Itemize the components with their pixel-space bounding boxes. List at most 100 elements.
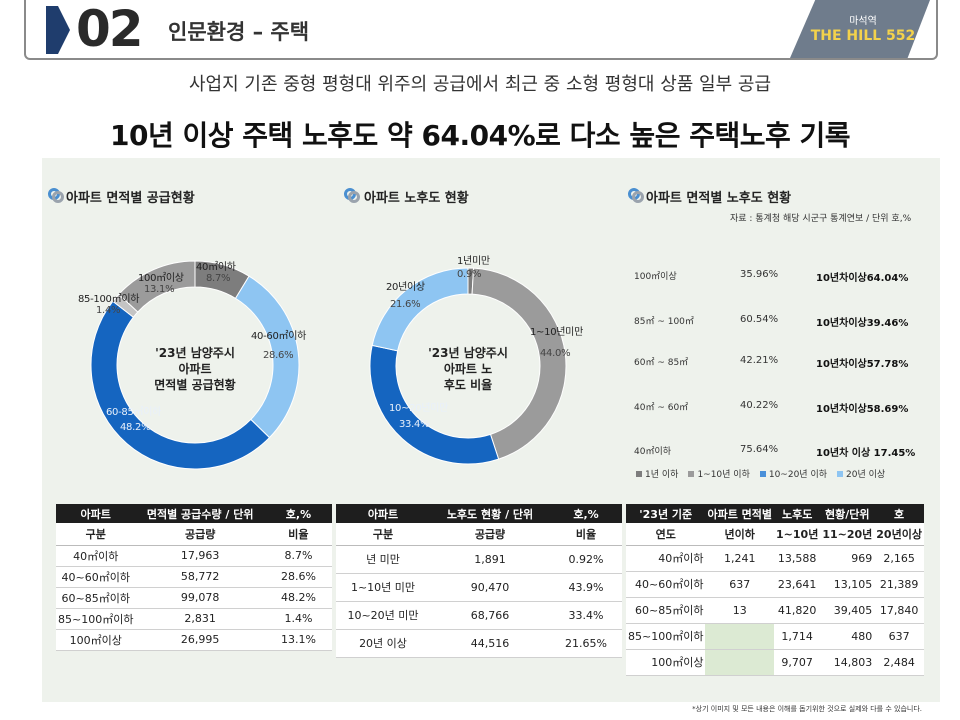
donut2-center-label: '23년 남양주시 아파트 노 후도 비율 <box>413 345 523 393</box>
aging-row-value: 75.64% <box>740 444 779 455</box>
legend-swatch <box>688 470 695 477</box>
table-row: 1~10년 미만 90,470 43.9% <box>336 573 622 602</box>
table-bar-cell: 아파트 <box>336 504 430 523</box>
header-chevron-icon <box>58 6 70 54</box>
legend-swatch <box>636 470 642 477</box>
donut2-label: 1~10년미만 44.0% <box>530 327 583 359</box>
legend-item: 10~20년 이하 <box>759 467 827 480</box>
table-row: 40~60㎡이하 637 23,641 13,105 21,389 <box>626 571 924 598</box>
donut-slice <box>118 260 196 313</box>
donut1-label: 85-100㎡이하 1.4% <box>78 294 140 316</box>
supply-table: 아파트 면적별 공급수량 / 단위 호,% 구분 공급량 비율 40㎡이하 17,… <box>56 504 332 651</box>
card1-title: 아파트 면적별 공급현황 <box>66 191 195 206</box>
footnote: *상기 이미지 및 모든 내용은 이해를 돕기위한 것으로 실제와 다를 수 있… <box>692 705 922 713</box>
card3-title: 아파트 면적별 노후도 현황 <box>646 191 792 206</box>
table-bar-cell: '23년 기준 <box>626 504 706 523</box>
donut2-label: 10~20년미만 33.4% <box>389 403 449 430</box>
table-col-header: 1~10년 <box>774 523 821 546</box>
table-bar-cell: 호,% <box>264 504 332 523</box>
brand-badge <box>790 0 930 58</box>
table-col-header: 11~20년 <box>820 523 875 546</box>
legend-swatch <box>759 470 766 477</box>
table-row: 100㎡이상 9,707 14,803 2,484 <box>626 649 924 676</box>
aging-row-category: 60㎡ ~ 85㎡ <box>634 358 689 368</box>
rings-icon <box>628 186 644 203</box>
aging-row-category: 85㎡ ~ 100㎡ <box>634 317 694 327</box>
aging-donut-chart <box>369 267 567 465</box>
aging-row: 40㎡ ~ 60㎡ 40.22% 10년차이상58.69% <box>634 400 924 420</box>
table-row: 40~60㎡이하 58,772 28.6% <box>56 566 332 588</box>
donut2-center-line: 후도 비율 <box>443 378 493 392</box>
aging-table: 아파트 노후도 현황 / 단위 호,% 구분 공급량 비율 년 미만 1,891 0… <box>336 504 622 658</box>
section-number: 02 <box>76 0 144 58</box>
section-title: 인문환경 – 주택 <box>168 20 310 44</box>
donut-slice <box>371 267 469 352</box>
table-col-header: 연도 <box>626 523 706 546</box>
card2-title: 아파트 노후도 현황 <box>364 191 469 206</box>
donut1-label: 40-60㎡이하 28.6% <box>251 331 307 361</box>
table-row: 40㎡이하 1,241 13,588 969 2,165 <box>626 545 924 572</box>
donut2-center-line: 아파트 노 <box>443 362 493 376</box>
legend-swatch <box>837 470 844 477</box>
legend-item: 1년 이하 <box>636 467 678 480</box>
legend-item: 20년 이상 <box>837 467 885 480</box>
supply-donut-chart <box>90 260 300 470</box>
table-col-header: 구분 <box>56 523 136 546</box>
aging-row-value: 35.96% <box>740 269 779 280</box>
donut2-label: 20년이상 21.6% <box>386 282 425 310</box>
donut1-label: 40㎡이하 8.7% <box>196 262 236 284</box>
table-col-header: 비율 <box>550 523 622 546</box>
donut1-center-line: 아파트 <box>178 362 212 376</box>
table-row: 10~20년 미만 68,766 33.4% <box>336 601 622 630</box>
table-bar-cell: 호 <box>874 504 924 523</box>
table-row: 60~85㎡이하 99,078 48.2% <box>56 587 332 609</box>
table-row: 40㎡이하 17,963 8.7% <box>56 545 332 567</box>
table-col-header: 공급량 <box>430 523 550 546</box>
aging-row-value: 40.22% <box>740 400 779 411</box>
aging-row-category: 40㎡이하 <box>634 447 672 457</box>
table-row: 85~100㎡이하 2,831 1.4% <box>56 608 332 630</box>
table-bar-cell: 아파트 면적별 <box>705 504 775 523</box>
brand-logo-text: THE HILL 552 <box>810 28 916 44</box>
aging-row-summary: 10년차이상64.04% <box>816 273 909 284</box>
aging-row-category: 100㎡이상 <box>634 272 677 282</box>
aging-legend: 1년 이하 1~10년 이하 10~20년 이하 20년 이상 <box>636 467 885 480</box>
table-row: 85~100㎡이하 1,714 480 637 <box>626 623 924 650</box>
aging-row-summary: 10년차이상39.46% <box>816 318 909 329</box>
donut2-label: 1년미만 0.9% <box>457 256 490 280</box>
aging-row: 40㎡이하 75.64% 10년차 이상 17.45% <box>634 444 924 464</box>
table-bar-cell: 아파트 <box>56 504 136 523</box>
aging-row: 60㎡ ~ 85㎡ 42.21% 10년차이상57.78% <box>634 355 924 375</box>
aging-row-summary: 10년차이상57.78% <box>816 359 909 370</box>
legend-item: 1~10년 이하 <box>688 467 750 480</box>
donut1-center-label: '23년 남양주시 아파트 면적별 공급현황 <box>135 345 255 393</box>
table-col-header: 20년이상 <box>874 523 924 546</box>
source-note: 자료 : 통계청 해당 시군구 통계연보 / 단위 호,% <box>730 214 912 224</box>
donut1-center-line: '23년 남양주시 <box>155 346 235 360</box>
aging-row: 100㎡이상 35.96% 10년차이상64.04% <box>634 269 924 289</box>
page-headline: 10년 이상 주택 노후도 약 64.04%로 다소 높은 주택노후 기록 <box>109 119 851 152</box>
aging-row-value: 60.54% <box>740 314 779 325</box>
table-row: 년 미만 1,891 0.92% <box>336 545 622 574</box>
table-col-header: 비율 <box>264 523 332 546</box>
table-bar-cell: 노후도 <box>774 504 821 523</box>
rings-icon <box>344 186 360 203</box>
header-accent-bar <box>46 6 58 54</box>
table-row: 60~85㎡이하 13 41,820 39,405 17,840 <box>626 597 924 624</box>
table-bar-cell: 노후도 현황 / 단위 <box>430 504 550 523</box>
rings-icon <box>48 186 64 203</box>
table-row: 20년 이상 44,516 21.65% <box>336 629 622 658</box>
donut-slice <box>90 300 271 470</box>
donut1-label: 60-85㎡이하 48.2% <box>106 407 162 433</box>
header-frame <box>24 0 938 60</box>
aging-row-category: 40㎡ ~ 60㎡ <box>634 403 689 413</box>
table-col-header: 년이하 <box>705 523 775 546</box>
table-col-header: 공급량 <box>135 523 265 546</box>
donut2-center-line: '23년 남양주시 <box>428 346 508 360</box>
table-bar-cell: 면적별 공급수량 / 단위 <box>135 504 265 523</box>
area-aging-table: '23년 기준 아파트 면적별 노후도 현황/단위 호 연도 년이하 1~10년… <box>626 504 924 676</box>
table-row: 100㎡이상 26,995 13.1% <box>56 629 332 651</box>
page-subtitle: 사업지 기존 중형 평형대 위주의 공급에서 최근 중 소형 평형대 상품 일부… <box>188 74 772 95</box>
aging-row: 85㎡ ~ 100㎡ 60.54% 10년차이상39.46% <box>634 314 924 334</box>
table-bar-cell: 현황/단위 <box>820 504 875 523</box>
